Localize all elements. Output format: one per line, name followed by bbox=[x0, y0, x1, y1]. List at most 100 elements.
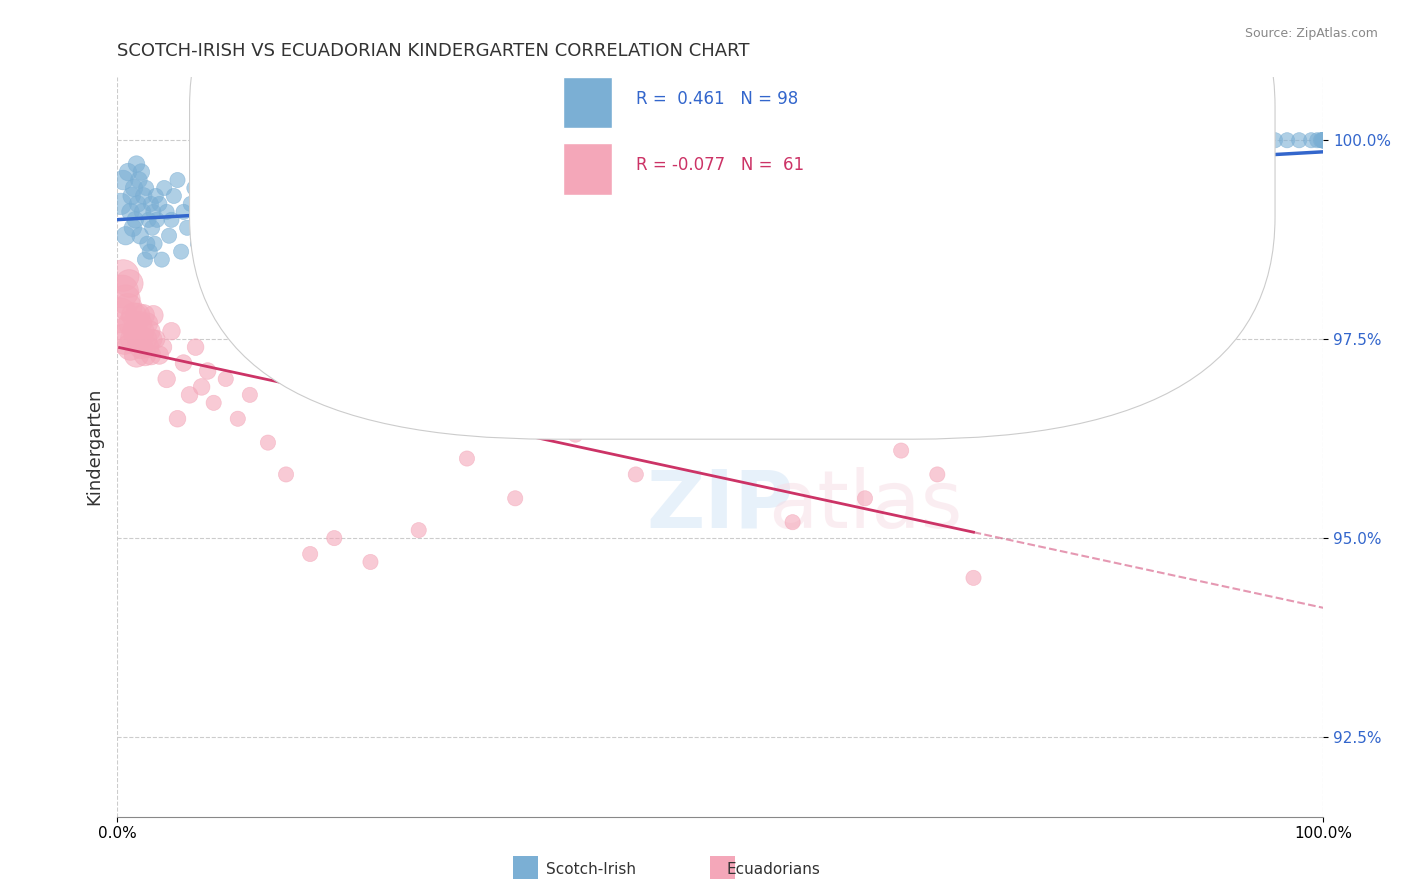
Point bbox=[152, 340, 174, 354]
Text: R =  0.461   N = 98: R = 0.461 N = 98 bbox=[636, 90, 799, 108]
Point bbox=[132, 308, 155, 322]
Point bbox=[131, 205, 153, 219]
Point bbox=[112, 332, 135, 346]
Point bbox=[208, 189, 231, 203]
Point bbox=[239, 388, 262, 402]
Point bbox=[250, 205, 273, 219]
Point bbox=[179, 388, 201, 402]
Point bbox=[110, 197, 132, 211]
Point bbox=[1312, 133, 1334, 147]
Point bbox=[194, 252, 217, 267]
Point bbox=[1204, 197, 1226, 211]
Bar bbox=[564, 144, 612, 195]
Point bbox=[142, 308, 165, 322]
Point bbox=[146, 212, 169, 227]
Point bbox=[274, 467, 297, 482]
Point bbox=[1312, 133, 1334, 147]
Text: R = -0.077   N =  61: R = -0.077 N = 61 bbox=[636, 156, 804, 175]
Point bbox=[1251, 133, 1274, 147]
Point bbox=[950, 173, 973, 187]
Point bbox=[962, 571, 984, 585]
Text: Scotch-Irish: Scotch-Irish bbox=[546, 863, 636, 877]
Point bbox=[1306, 133, 1329, 147]
Point bbox=[121, 316, 143, 330]
Point bbox=[117, 301, 139, 315]
Point bbox=[257, 435, 280, 450]
Point bbox=[148, 197, 170, 211]
Point bbox=[685, 372, 707, 386]
Point bbox=[122, 308, 145, 322]
Point bbox=[136, 316, 159, 330]
Point bbox=[124, 212, 146, 227]
Point bbox=[1275, 133, 1298, 147]
Point bbox=[125, 348, 148, 362]
Point bbox=[588, 189, 610, 203]
Point bbox=[131, 340, 153, 354]
Text: Source: ZipAtlas.com: Source: ZipAtlas.com bbox=[1244, 27, 1378, 40]
Point bbox=[1312, 133, 1334, 147]
Point bbox=[117, 165, 139, 179]
Point bbox=[112, 268, 135, 283]
Point bbox=[127, 197, 149, 211]
Point bbox=[122, 332, 145, 346]
Point bbox=[121, 189, 143, 203]
Point bbox=[135, 332, 157, 346]
Point bbox=[299, 547, 322, 561]
Point bbox=[148, 348, 170, 362]
Point bbox=[232, 220, 254, 235]
Point bbox=[156, 372, 179, 386]
Text: Ecuadorians: Ecuadorians bbox=[727, 863, 820, 877]
Point bbox=[1011, 212, 1033, 227]
Point bbox=[145, 332, 167, 346]
Point bbox=[136, 236, 159, 251]
Point bbox=[108, 308, 131, 322]
Point bbox=[198, 205, 221, 219]
Point bbox=[132, 189, 155, 203]
Point bbox=[215, 372, 238, 386]
Point bbox=[131, 165, 153, 179]
Point bbox=[122, 181, 145, 195]
Point bbox=[112, 173, 135, 187]
Text: SCOTCH-IRISH VS ECUADORIAN KINDERGARTEN CORRELATION CHART: SCOTCH-IRISH VS ECUADORIAN KINDERGARTEN … bbox=[117, 42, 749, 60]
Point bbox=[1312, 133, 1334, 147]
Point bbox=[769, 212, 792, 227]
Point bbox=[1312, 133, 1334, 147]
Point bbox=[160, 324, 183, 338]
Point bbox=[1309, 133, 1331, 147]
Y-axis label: Kindergarten: Kindergarten bbox=[86, 388, 103, 505]
Point bbox=[245, 236, 267, 251]
Point bbox=[156, 205, 179, 219]
Point bbox=[1310, 133, 1333, 147]
Point bbox=[128, 332, 150, 346]
Point bbox=[1312, 133, 1334, 147]
Point bbox=[311, 212, 333, 227]
Point bbox=[529, 228, 551, 243]
Point bbox=[890, 443, 912, 458]
Point bbox=[166, 173, 188, 187]
Point bbox=[134, 252, 156, 267]
Point bbox=[468, 212, 491, 227]
Point bbox=[176, 220, 198, 235]
Point bbox=[134, 348, 156, 362]
Point bbox=[359, 244, 381, 259]
Point bbox=[564, 427, 586, 442]
Point bbox=[153, 181, 176, 195]
Point bbox=[419, 181, 441, 195]
Point bbox=[163, 189, 186, 203]
Point bbox=[128, 173, 150, 187]
Point bbox=[139, 244, 162, 259]
Point bbox=[139, 324, 162, 338]
Point bbox=[709, 205, 731, 219]
Point bbox=[830, 181, 852, 195]
Point bbox=[131, 324, 153, 338]
Point bbox=[173, 356, 195, 370]
FancyBboxPatch shape bbox=[190, 0, 1275, 439]
Point bbox=[183, 181, 205, 195]
Text: atlas: atlas bbox=[768, 467, 962, 545]
Point bbox=[145, 189, 167, 203]
Point bbox=[139, 348, 162, 362]
Point bbox=[1312, 133, 1334, 147]
Point bbox=[1301, 133, 1323, 147]
Point bbox=[124, 324, 146, 338]
Point bbox=[197, 364, 219, 378]
